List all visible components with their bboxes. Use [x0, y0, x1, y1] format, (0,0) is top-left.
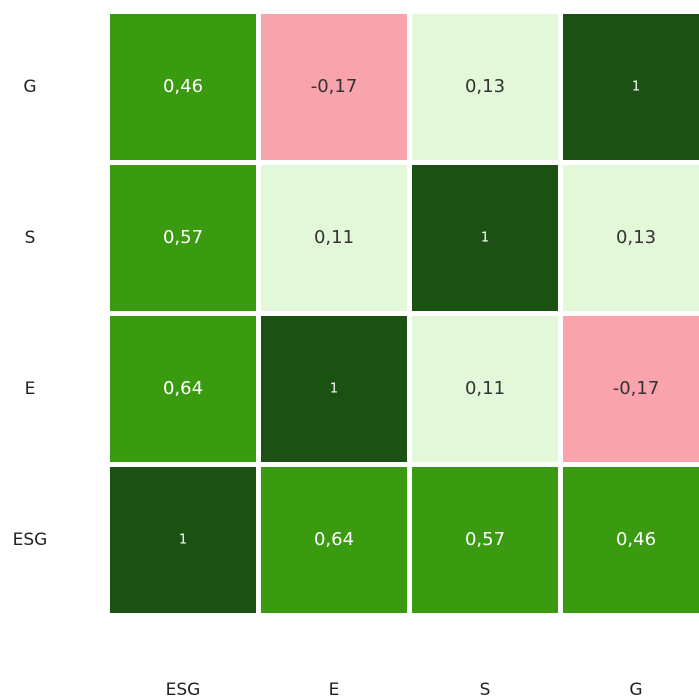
cell-label: 1	[481, 231, 489, 246]
heatmap-cell	[563, 165, 699, 311]
y-tick-label: G	[23, 77, 36, 97]
cell-label: -0,17	[613, 378, 660, 399]
heatmap-cell	[261, 316, 407, 462]
cell-label: 0,11	[314, 227, 354, 248]
heatmap-cell	[412, 467, 558, 613]
heatmap-cell	[563, 14, 699, 160]
heatmap-cell	[412, 165, 558, 311]
cell-label: 0,64	[314, 529, 354, 550]
heatmap-cell	[110, 316, 256, 462]
heatmap-cell	[110, 165, 256, 311]
cell-label: 1	[179, 533, 187, 548]
cell-label: 0,46	[163, 76, 203, 97]
cell-label: 0,13	[465, 76, 505, 97]
heatmap-cell	[261, 467, 407, 613]
heatmap-cell	[110, 467, 256, 613]
cell-label: 0,13	[616, 227, 656, 248]
x-tick-label: ESG	[166, 680, 201, 700]
x-tick-label: S	[480, 680, 491, 700]
heatmap-cell	[563, 467, 699, 613]
heatmap-cell	[110, 14, 256, 160]
x-tick-label: E	[329, 680, 340, 700]
cell-label: 0,64	[163, 378, 203, 399]
cell-label: 0,57	[465, 529, 505, 550]
cell-label: 1	[632, 80, 640, 95]
cell-label: 1	[330, 382, 338, 397]
y-tick-label: ESG	[13, 530, 48, 550]
heatmap-cell	[412, 14, 558, 160]
x-tick-label: G	[629, 680, 642, 700]
cell-label: 0,46	[616, 529, 656, 550]
heatmap-cell	[563, 316, 699, 462]
y-tick-label: S	[25, 228, 36, 248]
heatmap-cell	[261, 14, 407, 160]
heatmap-cell	[412, 316, 558, 462]
cell-label: -0,17	[311, 76, 358, 97]
y-tick-label: E	[25, 379, 36, 399]
cell-label: 0,11	[465, 378, 505, 399]
cell-label: 0,57	[163, 227, 203, 248]
heatmap-cell	[261, 165, 407, 311]
